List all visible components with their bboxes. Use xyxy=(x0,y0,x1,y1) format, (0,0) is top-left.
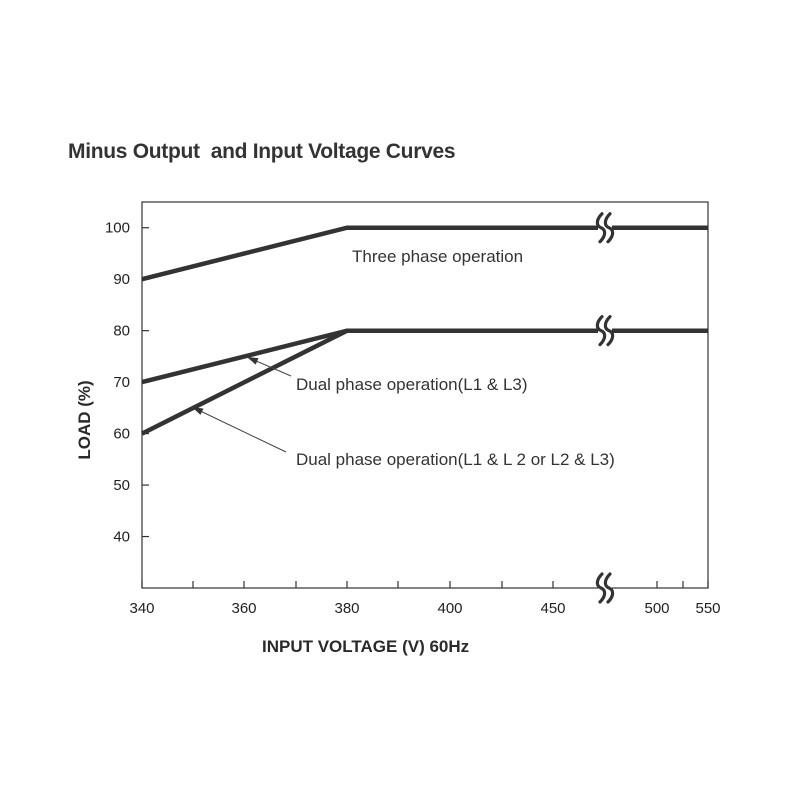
series-line-1 xyxy=(141,225,708,282)
y-axis-title: LOAD (%) xyxy=(75,380,94,459)
x-tick-label-360: 360 xyxy=(231,600,256,617)
y-tick-label-80: 80 xyxy=(113,323,130,340)
axis-break-middle xyxy=(595,315,615,347)
x-tick-label-550: 550 xyxy=(695,600,720,617)
leader-arrowhead-2 xyxy=(247,357,259,365)
series-label-2: Dual phase operation(L1 & L3) xyxy=(296,375,528,394)
chart-title: Minus Output and Input Voltage Curves xyxy=(68,140,456,163)
y-tick-label-50: 50 xyxy=(113,477,130,494)
y-tick-label-100: 100 xyxy=(105,220,130,237)
x-axis-title: INPUT VOLTAGE (V) 60Hz xyxy=(262,637,469,656)
plot-frame xyxy=(141,201,709,589)
x-tick-label-500: 500 xyxy=(644,600,669,617)
x-tick-label-340: 340 xyxy=(129,600,154,617)
series-line-3 xyxy=(140,328,708,436)
axis-break-bottom xyxy=(595,572,615,604)
series-label-3: Dual phase operation(L1 & L 2 or L2 & L3… xyxy=(296,450,615,469)
y-tick-label-90: 90 xyxy=(113,271,130,288)
x-tick-label-380: 380 xyxy=(334,600,359,617)
y-tick-label-70: 70 xyxy=(113,374,130,391)
leader-line-3 xyxy=(191,406,287,453)
x-tick-label-450: 450 xyxy=(540,600,565,617)
y-tick-label-40: 40 xyxy=(113,529,130,546)
axis-break-top xyxy=(595,212,615,244)
x-tick-label-400: 400 xyxy=(437,600,462,617)
leader-arrowhead-3 xyxy=(192,407,204,415)
series-label-1: Three phase operation xyxy=(352,247,523,266)
y-tick-label-60: 60 xyxy=(113,426,130,443)
